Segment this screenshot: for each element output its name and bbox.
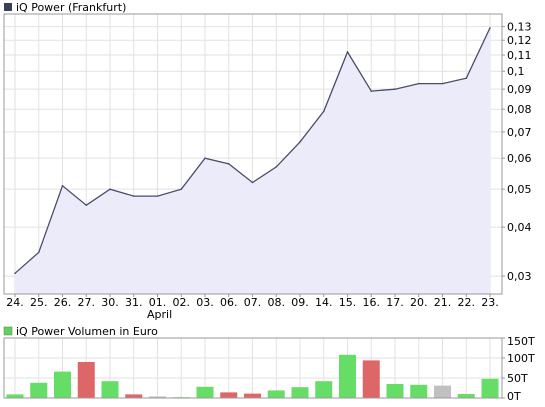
volume-bar — [291, 387, 309, 398]
price-y-tick-label: 0,09 — [507, 83, 532, 96]
volume-bar — [339, 354, 356, 398]
price-point — [61, 184, 64, 187]
volume-y-axis: 150T 100T 50T 0T — [502, 335, 535, 403]
price-x-tick-label: 22. — [458, 296, 476, 309]
price-x-tick-label: 31. — [125, 296, 143, 309]
price-x-tick-label: 14. — [315, 296, 333, 309]
price-y-tick-label: 0,05 — [507, 183, 532, 196]
price-x-tick-label: 27. — [78, 296, 96, 309]
price-y-tick-label: 0,04 — [507, 221, 532, 234]
volume-bar — [434, 385, 451, 398]
volume-bar — [481, 378, 499, 398]
volume-bar — [77, 362, 95, 398]
price-y-tick-label: 0,03 — [507, 270, 532, 283]
price-point — [132, 195, 135, 197]
price-point — [156, 195, 159, 197]
price-y-tick-label: 0,08 — [507, 103, 532, 116]
price-point — [85, 204, 88, 207]
volume-y-tick-label: 150T — [507, 335, 535, 348]
volume-plot-frame — [3, 337, 503, 399]
volume-bars — [6, 354, 499, 398]
price-x-tick-label: 15. — [339, 296, 357, 309]
price-point — [14, 272, 16, 275]
volume-y-tick-label: 0T — [507, 390, 521, 403]
price-y-tick-label: 0,07 — [507, 126, 532, 139]
price-y-axis: 0,130,12 0,11 0,1 0,09 0,08 0,07 0,06 0,05 0,04 0… — [502, 21, 532, 283]
price-x-tick-label: 30. — [101, 296, 119, 309]
volume-y-tick-label: 100T — [507, 352, 535, 365]
price-y-tick-label: 0,11 — [507, 49, 532, 62]
volume-bar — [386, 384, 404, 398]
volume-bar — [101, 381, 119, 398]
price-y-tick-label: 0,1 — [507, 65, 525, 78]
volume-bar — [244, 393, 261, 398]
price-point — [465, 77, 468, 79]
price-x-tick-label: 07. — [244, 296, 262, 309]
volume-bar — [410, 384, 428, 398]
volume-bar — [362, 360, 380, 398]
price-point — [346, 51, 349, 53]
price-x-tick-label: 20. — [410, 296, 428, 309]
price-y-tick-label: 0,12 — [507, 34, 532, 47]
price-y-tick-label: 0,06 — [507, 152, 532, 165]
price-x-tick-label: 08. — [268, 296, 286, 309]
price-panel: iQ Power (Frankfurt) 0,130,12 0,11 0,1 0,09… — [3, 1, 532, 321]
price-area-fill — [15, 27, 490, 295]
price-x-tick-label: 21. — [434, 296, 452, 309]
volume-bar — [6, 394, 24, 398]
price-points — [14, 27, 491, 275]
price-x-tick-label: 01. — [149, 296, 167, 309]
price-x-tick-label: 02. — [173, 296, 191, 309]
price-x-tick-label: 23. — [481, 296, 499, 309]
volume-bar — [149, 396, 166, 398]
price-point — [441, 82, 444, 85]
price-point — [251, 181, 254, 184]
price-x-tick-label: 24. — [6, 296, 24, 309]
price-point — [227, 163, 230, 165]
price-x-axis: 24. 25. 26. 27. 30. 31. 01. 02. 03. 06. 07. 08. 09. 1… — [6, 294, 499, 309]
price-x-tick-label: 09. — [291, 296, 309, 309]
volume-chart-title: iQ Power Volumen in Euro — [16, 325, 158, 338]
price-point — [180, 188, 183, 190]
volume-bar — [30, 382, 48, 398]
price-point — [394, 88, 396, 90]
volume-bar — [220, 392, 238, 398]
price-point — [204, 157, 206, 159]
price-x-tick-label: 16. — [363, 296, 381, 309]
price-x-tick-label: 17. — [386, 296, 404, 309]
volume-bar — [196, 386, 214, 398]
price-point — [322, 110, 325, 113]
volume-title-swatch — [3, 326, 13, 336]
price-point — [370, 90, 373, 92]
volume-bar — [54, 371, 71, 398]
price-x-tick-label: 03. — [196, 296, 214, 309]
price-point — [417, 82, 420, 85]
volume-y-tick-label: 50T — [507, 372, 528, 385]
volume-bar — [125, 394, 143, 398]
volume-panel: iQ Power Volumen in Euro 150T 100T 50T 0T — [3, 325, 535, 403]
price-point — [489, 27, 491, 29]
price-point — [299, 141, 301, 143]
price-x-tick-label: 26. — [54, 296, 72, 309]
price-chart-title: iQ Power (Frankfurt) — [16, 1, 126, 14]
volume-bar — [267, 390, 285, 398]
price-point — [275, 166, 278, 168]
month-label: April — [147, 308, 172, 321]
price-title-swatch — [4, 3, 12, 11]
price-point — [109, 188, 111, 190]
price-point — [37, 251, 40, 254]
volume-bar — [457, 394, 475, 398]
price-x-tick-label: 25. — [30, 296, 48, 309]
price-x-tick-label: 06. — [220, 296, 238, 309]
price-y-tick-label: 0,13 — [507, 21, 532, 34]
volume-bar — [315, 381, 333, 398]
